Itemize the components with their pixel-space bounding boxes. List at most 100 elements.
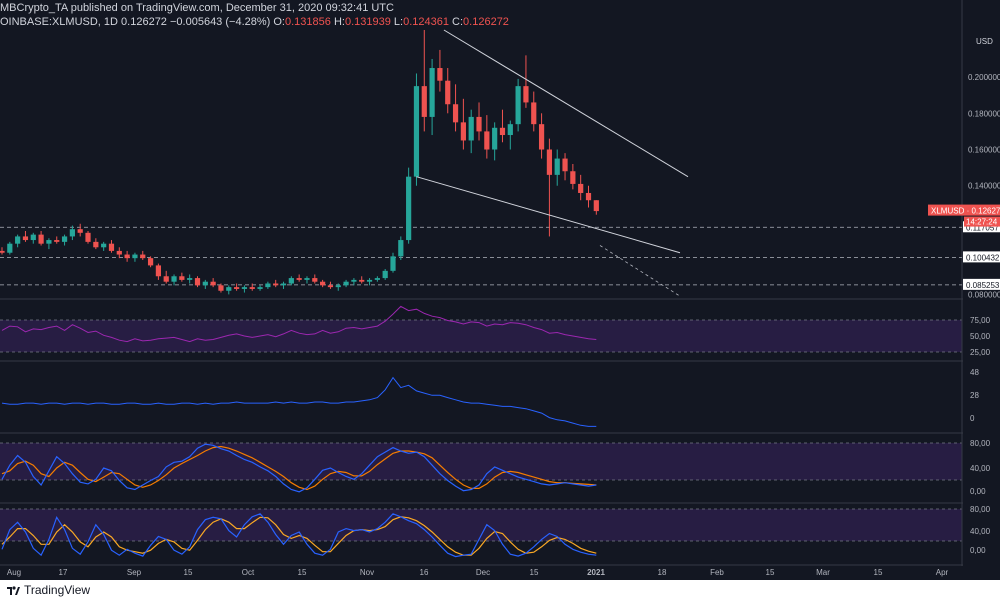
- time-tick-label: 15: [184, 568, 193, 577]
- time-tick-label: Dec: [476, 568, 490, 577]
- candle-body: [585, 192, 592, 201]
- candle-body: [226, 287, 232, 291]
- candle-body: [22, 236, 29, 241]
- tradingview-icon: [7, 586, 20, 595]
- level-label: 0.117057: [966, 223, 999, 232]
- indicator-tick-label: 0,00: [970, 546, 986, 555]
- publish-info: MBCrypto_TA published on TradingView.com…: [0, 2, 394, 14]
- candle-body: [460, 122, 466, 141]
- candle-body: [445, 80, 451, 105]
- candle-body: [304, 278, 310, 280]
- candle-body: [484, 131, 490, 150]
- candle-body: [523, 86, 529, 103]
- price-axis: USD 0.200000 0.180000 0.160000 0.140000 0.080…: [928, 0, 1000, 580]
- projection-line: [599, 245, 681, 297]
- ohlc-legend: OINBASE:XLMUSD, 1D 0.126272 −0.005643 (−…: [0, 15, 509, 29]
- candle-body: [15, 236, 21, 244]
- chart-header: MBCrypto_TA published on TradingView.com…: [0, 0, 1000, 30]
- time-tick-label: Aug: [7, 568, 21, 577]
- indicator-tick-label: 48: [970, 368, 979, 377]
- low-value: 0.124361: [403, 16, 449, 28]
- currency-label: USD: [976, 37, 993, 46]
- candle-body: [531, 102, 537, 125]
- candle-body: [257, 287, 263, 289]
- candle-body: [366, 279, 373, 282]
- candle-body: [593, 200, 599, 212]
- countdown-label: 14:27:24: [966, 218, 998, 227]
- candle-body: [538, 124, 545, 150]
- candle-body: [38, 234, 44, 244]
- time-tick-label: 16: [420, 568, 429, 577]
- price-tick-label: 0.160000: [968, 146, 1000, 155]
- candle-body: [413, 86, 420, 177]
- candle-body: [421, 86, 427, 117]
- close-label: C:: [452, 16, 464, 28]
- time-tick-label: 15: [298, 568, 307, 577]
- time-tick-label: 2021: [587, 568, 605, 577]
- candle-body: [194, 278, 201, 286]
- candle-body: [351, 279, 357, 282]
- indicator-tick-label: 80,00: [970, 505, 991, 514]
- open-label: O:: [273, 16, 285, 28]
- candle-body: [30, 234, 36, 241]
- indicator-tick-label: 25,00: [970, 348, 991, 357]
- candle-body: [570, 171, 576, 184]
- footer-bar: TradingView: [0, 580, 1000, 600]
- level-tag: [963, 278, 1000, 290]
- chart-background: [0, 0, 1000, 580]
- stoch-d-line: [1, 445, 597, 491]
- trading-chart[interactable]: USD 0.200000 0.180000 0.160000 0.140000 0.080…: [0, 0, 1000, 580]
- price-tick-label: 0.180000: [968, 109, 1000, 118]
- candle-body: [406, 176, 412, 241]
- candle-body: [327, 285, 334, 288]
- candle-body: [437, 68, 443, 81]
- high-value: 0.131939: [344, 16, 391, 28]
- candle-body: [374, 278, 380, 280]
- price-change: −0.005643 (−4.28%): [170, 16, 271, 28]
- price-tick-label: 0.140000: [968, 182, 1000, 191]
- candle-body: [359, 279, 365, 282]
- candle-body: [234, 287, 240, 289]
- candle-body: [202, 281, 208, 286]
- candle-body: [554, 158, 560, 175]
- candle-body: [429, 68, 435, 117]
- lower-trendline: [416, 176, 681, 254]
- candle-body: [116, 250, 122, 255]
- candle-body: [515, 86, 521, 125]
- candle-body: [241, 287, 248, 289]
- candle-body: [507, 124, 513, 136]
- rsi-line: [1, 305, 597, 343]
- open-value: 0.131856: [285, 16, 331, 28]
- candle-body: [124, 254, 130, 259]
- stochrsi-k-line: [1, 513, 597, 558]
- candle-body: [249, 287, 255, 289]
- candle-body: [69, 229, 75, 237]
- current-price-label: XLMUSD · 0.126272: [931, 207, 1000, 216]
- candle-body: [0, 250, 5, 253]
- candle-body: [108, 243, 115, 251]
- time-tick-label: 15: [874, 568, 883, 577]
- last-price: 0.126272: [121, 16, 167, 28]
- tradingview-logo[interactable]: TradingView: [6, 583, 90, 597]
- overbought-oversold-band: [0, 320, 962, 352]
- candle-body: [312, 278, 318, 282]
- candle-body: [187, 278, 193, 280]
- time-tick-label: 17: [59, 568, 68, 577]
- time-axis: Aug 17 Sep 15 Oct 15 Nov 16 Dec 15 2021 18 Feb 15 Mar 1…: [0, 566, 1000, 580]
- time-tick-label: 15: [530, 568, 539, 577]
- candle-body: [46, 240, 52, 244]
- candle-body: [343, 281, 349, 286]
- candle-body: [155, 265, 161, 277]
- candle-body: [179, 276, 185, 280]
- price-tick-label: 0.080000: [968, 290, 1000, 299]
- candle-body: [54, 240, 60, 242]
- upper-trendline: [443, 29, 689, 178]
- indicator-tick-label: 28: [970, 391, 979, 400]
- candle-body: [476, 116, 482, 132]
- candle-body: [101, 243, 107, 248]
- countdown-tag: [964, 216, 1000, 227]
- level-label: 0.100432: [966, 253, 1000, 262]
- adx-line: [1, 376, 597, 427]
- high-label: H:: [333, 16, 345, 28]
- candle-body: [335, 285, 341, 288]
